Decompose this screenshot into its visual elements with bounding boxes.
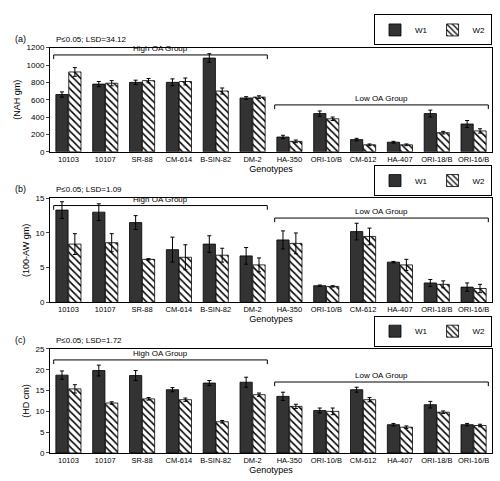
svg-text:W1: W1 — [415, 327, 428, 336]
svg-text:15: 15 — [35, 194, 44, 203]
svg-text:Genotypes: Genotypes — [249, 314, 293, 324]
svg-text:600: 600 — [31, 96, 45, 105]
svg-text:0: 0 — [40, 298, 45, 307]
svg-text:400: 400 — [31, 113, 45, 122]
svg-text:HA-407: HA-407 — [387, 305, 412, 314]
svg-text:DM-2: DM-2 — [243, 155, 261, 164]
svg-text:High OA Group: High OA Group — [133, 195, 188, 204]
svg-text:Genotypes: Genotypes — [249, 465, 293, 475]
svg-text:10107: 10107 — [95, 155, 116, 164]
svg-text:(c): (c) — [15, 335, 26, 345]
svg-text:0: 0 — [40, 449, 45, 458]
svg-text:Low OA Group: Low OA Group — [355, 207, 408, 216]
svg-text:SR-88: SR-88 — [131, 456, 152, 465]
svg-text:(b): (b) — [15, 184, 26, 194]
svg-text:(NAH gm): (NAH gm) — [12, 80, 22, 120]
svg-text:HA-407: HA-407 — [387, 155, 412, 164]
svg-text:Low OA Group: Low OA Group — [355, 371, 408, 380]
svg-text:CM-612: CM-612 — [350, 305, 377, 314]
svg-text:HA-350: HA-350 — [277, 456, 302, 465]
svg-text:CM-614: CM-614 — [166, 155, 193, 164]
svg-text:DM-2: DM-2 — [243, 456, 261, 465]
svg-text:ORI-18/B: ORI-18/B — [421, 305, 452, 314]
svg-text:CM-612: CM-612 — [350, 155, 377, 164]
svg-text:Genotypes: Genotypes — [249, 164, 293, 174]
svg-text:High OA Group: High OA Group — [133, 349, 188, 358]
svg-text:1200: 1200 — [27, 43, 45, 52]
svg-text:200: 200 — [31, 130, 45, 139]
svg-text:HA-350: HA-350 — [277, 155, 302, 164]
svg-text:10103: 10103 — [58, 456, 79, 465]
svg-text:SR-88: SR-88 — [131, 155, 152, 164]
svg-text:10103: 10103 — [58, 155, 79, 164]
svg-text:HA-407: HA-407 — [387, 456, 412, 465]
svg-text:800: 800 — [31, 78, 45, 87]
svg-text:ORI-16/B: ORI-16/B — [458, 456, 489, 465]
svg-text:B-SIN-82: B-SIN-82 — [200, 456, 231, 465]
svg-text:HA-350: HA-350 — [277, 305, 302, 314]
svg-text:5: 5 — [40, 263, 45, 272]
svg-text:10107: 10107 — [95, 456, 116, 465]
svg-text:ORI-10/B: ORI-10/B — [311, 155, 342, 164]
svg-text:B-SIN-82: B-SIN-82 — [200, 155, 231, 164]
svg-text:B-SIN-82: B-SIN-82 — [200, 305, 231, 314]
svg-text:ORI-10/B: ORI-10/B — [311, 456, 342, 465]
svg-text:(a): (a) — [15, 34, 26, 44]
svg-text:20: 20 — [35, 366, 44, 375]
svg-text:ORI-16/B: ORI-16/B — [458, 305, 489, 314]
svg-text:P≤0.05; LSD=1.09: P≤0.05; LSD=1.09 — [56, 185, 122, 194]
svg-text:SR-88: SR-88 — [131, 305, 152, 314]
svg-text:DM-2: DM-2 — [243, 305, 261, 314]
svg-text:ORI-16/B: ORI-16/B — [458, 155, 489, 164]
svg-text:CM-614: CM-614 — [166, 305, 193, 314]
svg-text:10103: 10103 — [58, 305, 79, 314]
svg-text:10: 10 — [35, 229, 44, 238]
svg-text:W2: W2 — [473, 26, 486, 35]
svg-text:CM-614: CM-614 — [166, 456, 193, 465]
svg-text:CM-612: CM-612 — [350, 456, 377, 465]
svg-text:10107: 10107 — [95, 305, 116, 314]
svg-text:W2: W2 — [473, 177, 486, 186]
svg-text:Low OA Group: Low OA Group — [355, 94, 408, 103]
svg-text:P≤0.05; LSD=34.12: P≤0.05; LSD=34.12 — [56, 35, 127, 44]
svg-text:10: 10 — [35, 407, 44, 416]
svg-text:5: 5 — [40, 428, 45, 437]
svg-text:(HD cm): (HD cm) — [21, 384, 31, 418]
svg-text:P≤0.05; LSD=1.72: P≤0.05; LSD=1.72 — [56, 336, 122, 345]
svg-text:ORI-10/B: ORI-10/B — [311, 305, 342, 314]
svg-text:ORI-18/B: ORI-18/B — [421, 456, 452, 465]
svg-text:ORI-18/B: ORI-18/B — [421, 155, 452, 164]
svg-text:25: 25 — [35, 345, 44, 354]
svg-text:(100-AW gm): (100-AW gm) — [21, 224, 31, 277]
svg-text:W1: W1 — [415, 26, 428, 35]
svg-text:15: 15 — [35, 386, 44, 395]
svg-text:W1: W1 — [415, 177, 428, 186]
svg-text:W2: W2 — [473, 327, 486, 336]
svg-text:0: 0 — [40, 148, 45, 157]
svg-text:1000: 1000 — [27, 61, 45, 70]
svg-text:High OA Group: High OA Group — [133, 44, 188, 53]
